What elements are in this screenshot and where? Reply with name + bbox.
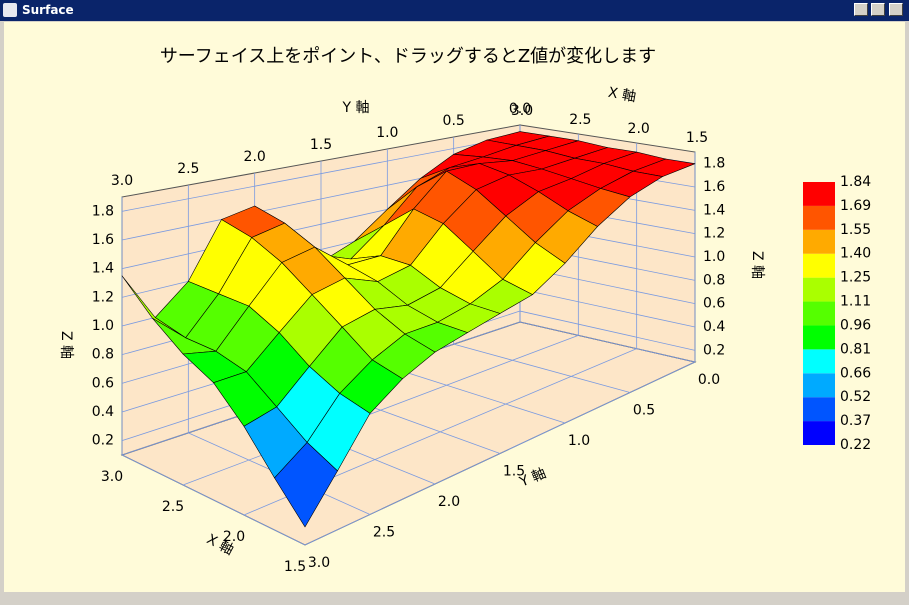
z-tick-label: 1.6 — [92, 232, 114, 248]
grid-line — [121, 454, 306, 546]
x-tick-label: 1.5 — [686, 130, 708, 146]
axis-label: Z 軸 — [749, 251, 765, 279]
legend-label: 1.25 — [840, 270, 871, 286]
y-tick-label: 0.5 — [633, 403, 655, 419]
legend-label: 1.84 — [840, 174, 871, 190]
z-tick-label: 1.2 — [92, 289, 114, 305]
legend-label: 1.40 — [840, 246, 871, 262]
legend-band — [803, 421, 835, 445]
x-tick-label: 2.5 — [162, 499, 184, 515]
legend-band — [803, 349, 835, 374]
z-tick-label: 1.4 — [92, 261, 114, 277]
z-tick-label: 1.0 — [703, 249, 725, 265]
y-tick-label: 1.5 — [503, 464, 525, 480]
legend-label: 0.81 — [840, 341, 871, 357]
grid-line — [519, 288, 696, 328]
z-tick-label: 1.8 — [92, 203, 114, 219]
z-tick-label: 0.2 — [92, 433, 114, 449]
x-tick-label: 3.0 — [511, 103, 533, 119]
title-bar: Surface — [0, 0, 909, 21]
chart-title: サーフェイス上をポイント、ドラッグするとZ値が変化します — [160, 46, 656, 67]
grid-line — [453, 343, 631, 393]
y-tick-label: 1.0 — [568, 433, 590, 449]
legend-band — [803, 253, 835, 278]
x-tick-label: 2.5 — [569, 112, 591, 128]
z-tick-label: 0.6 — [92, 375, 114, 391]
x-tick-label: 3.0 — [101, 469, 123, 485]
legend-band — [803, 325, 835, 350]
z-tick-label: 1.6 — [703, 179, 725, 195]
legend-band — [803, 277, 835, 302]
legend-band — [803, 205, 835, 230]
y-tick-label: 1.5 — [310, 137, 332, 153]
y-tick-label: 2.5 — [373, 525, 395, 541]
legend-band — [803, 301, 835, 326]
legend-label: 1.69 — [840, 198, 871, 214]
z-tick-label: 1.2 — [703, 226, 725, 242]
y-tick-label: 0.0 — [698, 372, 720, 388]
maximize-button[interactable] — [871, 3, 885, 16]
app-icon — [3, 3, 17, 17]
z-tick-label: 1.8 — [703, 156, 725, 172]
z-tick-label: 0.2 — [703, 342, 725, 358]
window-title: Surface — [22, 3, 74, 17]
close-button[interactable] — [889, 3, 903, 16]
z-tick-label: 0.6 — [703, 296, 725, 312]
grid-line — [519, 321, 696, 363]
axis-label: Z 軸 — [58, 331, 74, 359]
y-tick-label: 2.5 — [177, 161, 199, 177]
legend-label: 1.11 — [840, 294, 871, 310]
z-tick-label: 0.8 — [703, 272, 725, 288]
z-tick-label: 1.4 — [703, 202, 725, 218]
y-tick-label: 0.0 — [509, 101, 531, 117]
y-tick-label: 1.0 — [376, 125, 398, 141]
grid-line — [387, 365, 566, 424]
legend-label: 0.22 — [840, 437, 871, 453]
legend-label: 0.52 — [840, 389, 871, 405]
y-tick-label: 3.0 — [308, 555, 330, 571]
y-tick-label: 2.0 — [244, 149, 266, 165]
legend-band — [803, 397, 835, 422]
legend-band — [803, 229, 835, 254]
z-tick-label: 0.8 — [92, 347, 114, 363]
grid-line — [121, 135, 521, 212]
z-tick-label: 1.0 — [92, 318, 114, 334]
x-tick-label: 2.0 — [223, 529, 245, 545]
legend-label: 0.96 — [840, 317, 871, 333]
axis-label: Y 軸 — [341, 100, 369, 116]
surface-cell — [274, 442, 338, 528]
grid-line — [519, 310, 696, 351]
restore-button[interactable] — [854, 3, 868, 16]
x-tick-label: 1.5 — [284, 559, 306, 575]
legend-label: 0.66 — [840, 365, 871, 381]
legend-band — [803, 182, 835, 206]
legend-label: 1.55 — [840, 222, 871, 238]
axis-label: X 軸 — [607, 85, 637, 106]
x-tick-label: 2.0 — [628, 121, 650, 137]
legend-label: 0.37 — [840, 413, 871, 429]
legend-band — [803, 373, 835, 398]
z-tick-label: 0.4 — [92, 404, 114, 420]
z-tick-label: 0.4 — [703, 319, 725, 335]
y-tick-label: 0.5 — [443, 113, 465, 129]
y-tick-label: 2.0 — [438, 494, 460, 510]
y-tick-label: 3.0 — [111, 173, 133, 189]
